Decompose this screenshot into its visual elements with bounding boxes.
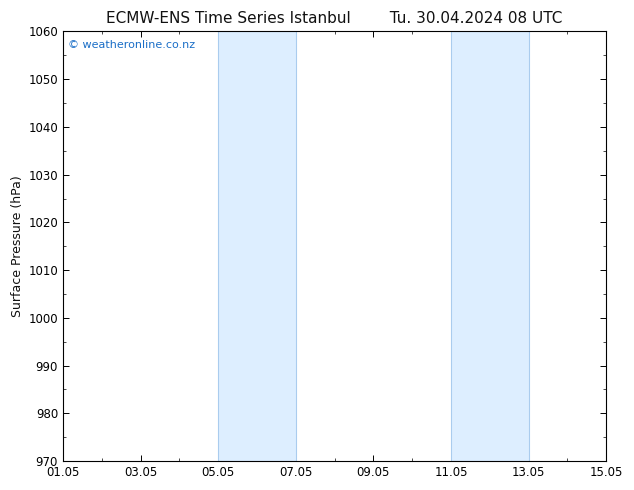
Bar	[451, 31, 529, 461]
Bar	[218, 31, 295, 461]
Title: ECMW-ENS Time Series Istanbul        Tu. 30.04.2024 08 UTC: ECMW-ENS Time Series Istanbul Tu. 30.04.…	[107, 11, 563, 26]
Y-axis label: Surface Pressure (hPa): Surface Pressure (hPa)	[11, 175, 24, 317]
Text: © weatheronline.co.nz: © weatheronline.co.nz	[68, 40, 195, 50]
